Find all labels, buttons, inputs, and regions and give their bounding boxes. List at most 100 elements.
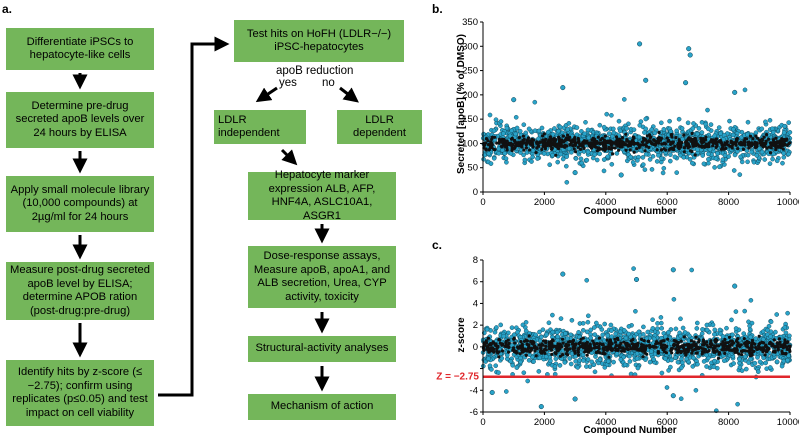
data-point bbox=[689, 339, 693, 343]
data-point bbox=[542, 339, 546, 343]
data-point bbox=[660, 170, 666, 176]
data-point bbox=[588, 335, 593, 341]
data-point bbox=[751, 137, 755, 141]
data-point bbox=[521, 152, 526, 158]
data-point bbox=[694, 320, 700, 326]
data-point bbox=[517, 136, 521, 140]
data-point bbox=[717, 352, 721, 356]
data-point bbox=[753, 140, 757, 144]
data-point bbox=[576, 145, 580, 149]
data-point bbox=[582, 139, 586, 143]
x-tick-label: 6000 bbox=[657, 417, 678, 428]
data-point bbox=[774, 148, 778, 152]
data-point bbox=[573, 142, 577, 146]
data-point bbox=[772, 338, 776, 342]
data-point bbox=[516, 346, 520, 350]
data-point bbox=[570, 140, 574, 144]
data-point bbox=[616, 140, 620, 145]
data-point bbox=[554, 330, 560, 335]
data-point bbox=[549, 143, 553, 147]
data-point bbox=[640, 349, 644, 353]
y-tick-label: 250 bbox=[462, 66, 478, 77]
data-point bbox=[605, 338, 609, 342]
data-point bbox=[606, 131, 612, 136]
data-point bbox=[552, 344, 556, 348]
data-point bbox=[689, 139, 693, 143]
data-point bbox=[585, 353, 589, 357]
data-point bbox=[498, 341, 502, 345]
data-point bbox=[519, 340, 523, 344]
data-point bbox=[497, 141, 501, 145]
data-point bbox=[608, 322, 614, 328]
data-point bbox=[581, 342, 585, 346]
flow-box-identify-hits: Identify hits by z-score (≤ −2.75); conf… bbox=[6, 360, 154, 426]
outlier-point bbox=[538, 404, 544, 410]
data-point bbox=[550, 152, 555, 158]
data-point bbox=[598, 342, 602, 346]
data-point bbox=[556, 147, 561, 151]
data-point bbox=[526, 136, 531, 140]
data-point bbox=[626, 121, 631, 127]
data-point bbox=[781, 130, 787, 135]
data-point bbox=[561, 134, 565, 138]
data-point bbox=[540, 147, 544, 152]
data-point bbox=[493, 363, 498, 368]
data-point bbox=[699, 136, 703, 140]
data-point bbox=[584, 277, 589, 283]
data-point bbox=[569, 318, 575, 323]
data-point bbox=[684, 356, 689, 362]
data-point bbox=[636, 329, 642, 335]
data-point bbox=[692, 343, 696, 347]
data-point bbox=[614, 151, 620, 156]
data-point bbox=[658, 120, 664, 126]
data-point bbox=[783, 330, 789, 336]
data-point bbox=[531, 145, 535, 149]
data-point bbox=[749, 149, 755, 155]
data-point bbox=[540, 342, 544, 346]
data-point bbox=[519, 140, 523, 144]
data-point bbox=[601, 168, 607, 174]
data-point bbox=[708, 122, 714, 127]
data-point bbox=[772, 344, 776, 348]
data-point bbox=[786, 353, 791, 358]
data-point bbox=[484, 148, 488, 152]
x-tick-label: 2000 bbox=[534, 417, 555, 428]
data-point bbox=[592, 343, 596, 347]
data-point bbox=[585, 149, 591, 155]
data-point bbox=[656, 139, 660, 143]
data-point bbox=[756, 146, 762, 151]
data-point bbox=[565, 127, 570, 132]
data-point bbox=[690, 351, 694, 355]
data-point bbox=[703, 121, 708, 127]
data-point bbox=[546, 320, 552, 326]
data-point bbox=[765, 133, 769, 137]
data-point bbox=[577, 342, 581, 346]
data-point bbox=[504, 125, 510, 131]
data-point bbox=[689, 160, 695, 166]
data-point bbox=[538, 346, 543, 350]
data-point bbox=[554, 345, 559, 349]
data-point bbox=[722, 153, 728, 158]
data-point bbox=[539, 125, 545, 131]
outlier-point bbox=[511, 97, 517, 103]
data-point bbox=[640, 140, 644, 144]
data-point bbox=[578, 156, 584, 162]
data-point bbox=[600, 332, 605, 338]
data-point bbox=[494, 342, 498, 346]
data-point bbox=[620, 346, 624, 350]
data-point bbox=[665, 136, 669, 140]
data-point bbox=[699, 120, 705, 125]
data-point bbox=[552, 364, 558, 369]
data-point bbox=[749, 345, 753, 349]
data-point bbox=[565, 144, 569, 148]
data-point bbox=[553, 351, 557, 355]
data-point bbox=[765, 327, 770, 333]
data-point bbox=[604, 147, 608, 151]
data-point bbox=[716, 356, 721, 360]
data-point bbox=[682, 349, 686, 353]
data-point bbox=[661, 347, 666, 351]
data-point bbox=[672, 154, 678, 160]
data-point bbox=[743, 366, 749, 372]
data-point bbox=[596, 350, 600, 354]
